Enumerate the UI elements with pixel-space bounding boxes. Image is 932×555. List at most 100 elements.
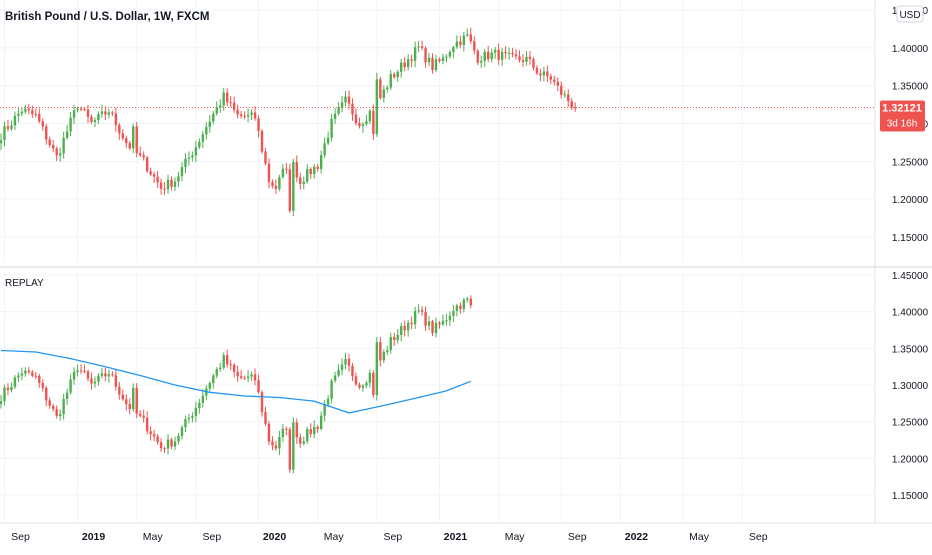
candle-body — [257, 118, 260, 131]
candle-body — [455, 305, 459, 311]
candle-body — [13, 377, 17, 387]
candle-body — [239, 376, 243, 378]
candle-body — [159, 442, 163, 449]
candle-body — [65, 131, 69, 138]
candle-body — [434, 59, 438, 71]
price-tick-label: 1.20000 — [892, 195, 929, 206]
candle-body — [83, 371, 86, 373]
candle-body — [333, 375, 337, 381]
candle-body — [406, 322, 410, 331]
candle-body — [187, 417, 191, 420]
candle-body — [420, 46, 424, 49]
candle-body — [239, 114, 243, 117]
candle-body — [139, 153, 142, 156]
candle-body — [567, 94, 570, 102]
candle-body — [52, 145, 55, 149]
candle-body — [118, 125, 121, 134]
candle-body — [163, 448, 166, 450]
candle-body — [319, 415, 323, 429]
candle-body — [351, 103, 354, 115]
candle-body — [156, 436, 159, 443]
candle-body — [152, 174, 156, 177]
candle-body — [180, 427, 184, 437]
candle-body — [410, 59, 413, 61]
current-price-label: 1.32121 3d 16h — [880, 100, 925, 132]
candle-body — [163, 188, 166, 190]
candle-body — [347, 96, 351, 104]
candle-body — [549, 76, 553, 80]
candle-body — [323, 404, 326, 416]
time-tick-label: 2020 — [263, 531, 287, 543]
candle-body — [145, 157, 149, 172]
candle-body — [166, 179, 170, 190]
candle-body — [267, 163, 271, 182]
price-tick-label: 1.35000 — [892, 82, 929, 93]
candle-body — [111, 112, 114, 114]
candle-body — [281, 428, 285, 437]
candle-body — [17, 113, 20, 116]
candle-body — [212, 375, 215, 384]
candle-body — [72, 372, 76, 380]
candle-body — [260, 130, 264, 152]
candle-body — [295, 162, 298, 178]
candle-body — [424, 48, 427, 63]
candle-body — [299, 177, 302, 184]
candle-body — [17, 375, 20, 378]
candle-body — [191, 415, 194, 418]
candle-body — [462, 299, 466, 309]
candle-body — [292, 162, 295, 211]
candle-body — [173, 181, 177, 187]
candle-body — [386, 350, 389, 352]
candle-body — [229, 102, 232, 104]
candle-body — [24, 108, 27, 112]
candle-body — [58, 414, 62, 416]
currency-badge[interactable]: USD — [896, 5, 924, 23]
candle-body — [184, 158, 187, 168]
candle-body — [236, 109, 239, 115]
time-tick-label: 2022 — [625, 531, 649, 543]
candle-body — [208, 121, 211, 128]
candle-body — [560, 85, 563, 95]
candle-body — [219, 367, 222, 370]
candle-body — [445, 56, 448, 58]
time-tick-label: Sep — [568, 531, 587, 543]
candle-body — [518, 56, 521, 61]
candle-body — [65, 392, 69, 400]
candle-body — [500, 51, 504, 60]
candle-body — [232, 102, 236, 110]
candle-body — [3, 387, 6, 402]
candle-body — [114, 375, 118, 387]
candle-body — [83, 109, 86, 111]
replay-price-axis[interactable]: 1.45000 1.40000 1.35000 1.30000 1.25000 1.200… — [892, 271, 929, 502]
candle-body — [250, 112, 253, 115]
moving-average-line — [0, 349, 472, 414]
candle-body — [361, 385, 365, 388]
candle-body — [452, 47, 455, 53]
candle-body — [149, 431, 152, 435]
candle-body — [393, 337, 396, 341]
candle-body — [226, 355, 229, 365]
candle-body — [264, 412, 267, 424]
candle-body — [135, 126, 138, 154]
candle-body — [326, 137, 330, 144]
candle-body — [177, 436, 180, 442]
time-tick-label: 2021 — [444, 531, 468, 543]
time-axis[interactable]: Sep 2019 May Sep 2020 May Sep 2021 May Sep 2022 May… — [11, 531, 768, 543]
candle-body — [257, 380, 260, 393]
candle-body — [6, 387, 10, 391]
candle-body — [365, 121, 368, 125]
candle-body — [55, 409, 58, 416]
candle-body — [455, 41, 459, 48]
candle-body — [104, 111, 107, 115]
candle-body — [528, 56, 532, 59]
candle-body — [184, 419, 187, 428]
candle-body — [469, 34, 472, 42]
candle-body — [170, 439, 173, 447]
time-tick-label: May — [324, 531, 345, 543]
candle-body — [201, 395, 205, 403]
candle-body — [323, 143, 326, 156]
candle-body — [452, 310, 455, 316]
main-candles — [0, 27, 577, 217]
candle-body — [333, 113, 337, 120]
